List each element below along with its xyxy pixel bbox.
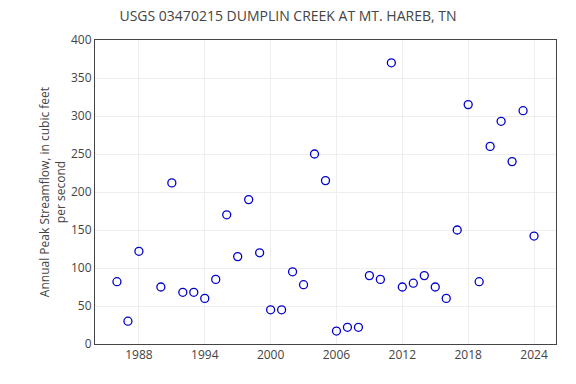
svg-text:2012: 2012 [389, 346, 417, 363]
svg-text:1994: 1994 [191, 346, 219, 363]
svg-text:1988: 1988 [125, 346, 153, 363]
svg-text:Annual Peak Streamflow, in cub: Annual Peak Streamflow, in cubic feetper… [36, 87, 69, 297]
svg-text:200: 200 [71, 183, 92, 200]
svg-text:USGS 03470215 DUMPLIN CREEK AT: USGS 03470215 DUMPLIN CREEK AT MT. HAREB… [119, 6, 456, 25]
svg-text:2018: 2018 [454, 346, 482, 363]
svg-text:2000: 2000 [257, 346, 285, 363]
svg-text:2024: 2024 [520, 346, 548, 363]
svg-text:250: 250 [71, 145, 92, 162]
svg-text:350: 350 [71, 69, 92, 86]
svg-text:150: 150 [71, 221, 92, 238]
svg-text:300: 300 [71, 107, 92, 124]
svg-text:400: 400 [71, 31, 92, 48]
svg-text:100: 100 [71, 259, 92, 276]
svg-text:2006: 2006 [323, 346, 351, 363]
svg-text:0: 0 [85, 335, 92, 352]
svg-text:50: 50 [78, 297, 92, 314]
